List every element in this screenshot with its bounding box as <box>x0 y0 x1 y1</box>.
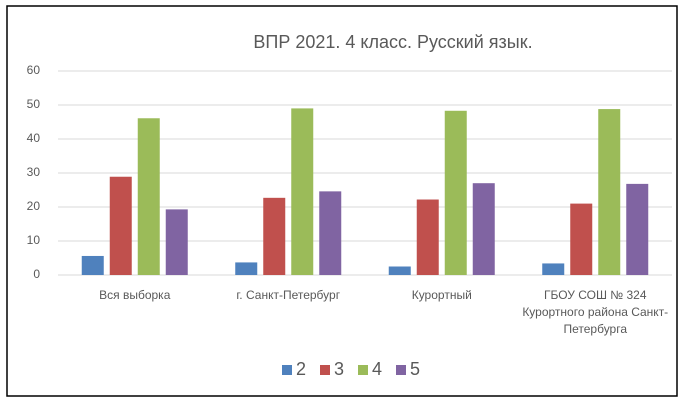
x-tick-label: г. Санкт-Петербург <box>236 288 341 302</box>
bar <box>137 118 160 275</box>
y-tick-label: 60 <box>27 63 41 77</box>
legend-swatch <box>320 365 330 375</box>
bar <box>291 108 314 276</box>
bar <box>444 110 467 275</box>
bar <box>626 183 649 275</box>
legend-label: 3 <box>334 359 344 379</box>
bar <box>388 266 411 275</box>
bar <box>570 203 593 275</box>
y-tick-label: 50 <box>27 97 41 111</box>
legend-swatch <box>358 365 368 375</box>
legend-swatch <box>396 365 406 375</box>
y-tick-label: 20 <box>27 199 41 213</box>
x-tick-label: Курортный <box>411 288 472 302</box>
y-tick-label: 10 <box>27 233 41 247</box>
bar <box>81 255 104 275</box>
y-tick-label: 30 <box>27 165 41 179</box>
bar <box>319 191 342 275</box>
bar <box>542 263 565 275</box>
bar <box>235 262 258 275</box>
bar <box>416 199 439 275</box>
bar <box>472 183 495 275</box>
chart-title: ВПР 2021. 4 класс. Русский язык. <box>253 32 532 52</box>
x-tick-label: ГБОУ СОШ № 324 Курортного района Санкт-П… <box>522 288 669 336</box>
bar <box>165 209 188 275</box>
x-tick-label: Вся выборка <box>99 288 171 302</box>
legend-label: 4 <box>372 359 382 379</box>
bar <box>109 176 132 275</box>
legend-swatch <box>282 365 292 375</box>
legend-label: 5 <box>410 359 420 379</box>
y-tick-label: 0 <box>33 267 40 281</box>
legend-label: 2 <box>296 359 306 379</box>
y-tick-label: 40 <box>27 131 41 145</box>
bar <box>263 197 286 275</box>
bar <box>598 109 621 275</box>
